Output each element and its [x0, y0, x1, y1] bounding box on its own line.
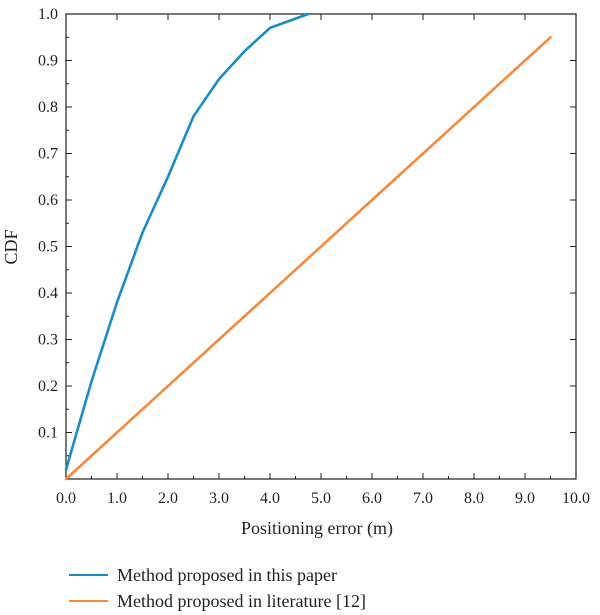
x-axis-title: Positioning error (m)	[241, 518, 393, 539]
y-tick-label: 0.1	[38, 425, 58, 442]
y-tick-label: 0.7	[38, 146, 58, 163]
x-tick-label: 2.0	[158, 490, 178, 507]
y-tick-label: 1.0	[38, 6, 58, 23]
series-line-1	[64, 12, 310, 472]
legend-label-1: Method proposed in this paper	[117, 565, 337, 585]
legend-label-2: Method proposed in literature [12]	[117, 591, 366, 611]
y-tick-label: 0.2	[38, 378, 58, 395]
y-tick-label: 0.8	[38, 99, 58, 116]
series-line-2	[64, 35, 552, 481]
x-tick-label: 8.0	[464, 490, 484, 507]
x-tick-label: 6.0	[362, 490, 382, 507]
x-tick-label: 5.0	[311, 490, 331, 507]
axes: 0.0 1.0 2.0 3.0 4.0 5.0 6.0 7.0 8.0 9.0 10.0 0.1 0.2…	[38, 6, 590, 507]
y-tick-label: 0.6	[38, 192, 58, 209]
x-tick-label: 0.0	[56, 490, 76, 507]
y-tick-label: 0.3	[38, 332, 58, 349]
legend: Method proposed in this paper Method prop…	[69, 565, 366, 611]
series-layer	[64, 12, 552, 481]
y-tick-label: 0.4	[38, 285, 58, 302]
x-tick-label: 10.0	[562, 490, 590, 507]
y-tick-label: 0.5	[38, 239, 58, 256]
x-tick-label: 7.0	[413, 490, 433, 507]
y-tick-label: 0.9	[38, 53, 58, 70]
x-tick-label: 9.0	[515, 490, 535, 507]
y-axis-title: CDF	[1, 229, 21, 264]
x-tick-label: 3.0	[209, 490, 229, 507]
x-tick-label: 4.0	[260, 490, 280, 507]
x-tick-label: 1.0	[107, 490, 127, 507]
